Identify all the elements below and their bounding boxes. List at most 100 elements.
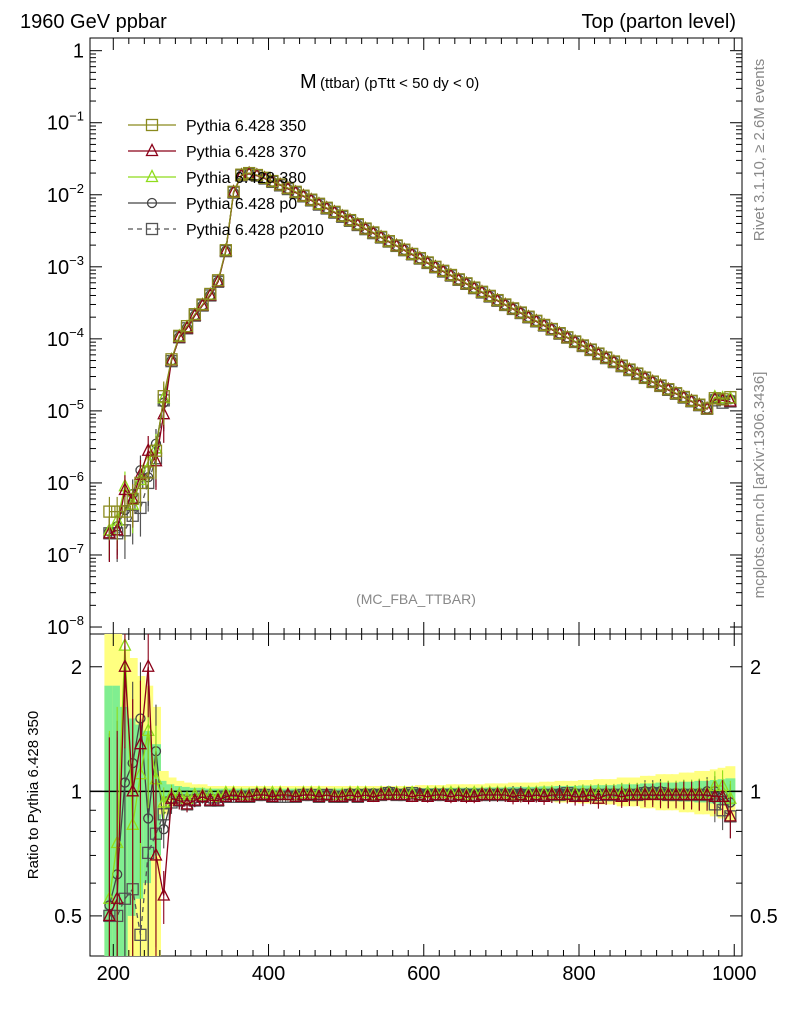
- ratio-data-point: [444, 788, 458, 802]
- ratio-data-point: [700, 787, 714, 801]
- ratio-data-point: [475, 787, 489, 801]
- ratio-series-line: [109, 792, 731, 935]
- main-data-point: [266, 174, 279, 188]
- ratio-data-point: [227, 787, 241, 801]
- ratio-y-tick-label: 1: [71, 781, 82, 803]
- main-series-layer: [102, 165, 737, 562]
- legend-entry: Pythia 6.428 370: [186, 144, 306, 161]
- main-data-point: [204, 287, 217, 301]
- ratio-frame: [89, 633, 743, 957]
- ratio-data-point: [203, 792, 217, 806]
- ratio-data-point: [250, 787, 264, 801]
- ratio-data-point: [320, 787, 334, 801]
- main-data-point: [126, 492, 139, 506]
- main-data-point: [437, 264, 450, 277]
- ratio-x-tick-label: 400: [252, 963, 285, 985]
- main-data-point: [584, 343, 597, 356]
- header-left: 1960 GeV ppbar: [20, 11, 167, 33]
- ratio-data-point: [622, 787, 637, 801]
- legend-marker: [146, 197, 158, 209]
- ratio-data-point: [289, 788, 303, 802]
- ratio-data-point: [382, 787, 396, 801]
- main-data-point: [724, 391, 737, 404]
- main-data-point: [235, 168, 248, 181]
- main-data-point: [312, 197, 326, 210]
- ratio-data-point: [390, 787, 404, 801]
- main-data-point: [180, 320, 194, 334]
- main-data-point: [460, 277, 473, 290]
- ratio-data-point: [506, 788, 520, 802]
- main-data-point: [592, 347, 605, 360]
- legend-marker: [145, 118, 159, 132]
- main-y-tick-label: 10−6: [47, 469, 84, 495]
- main-data-point: [328, 205, 341, 218]
- main-data-point: [483, 289, 496, 303]
- ratio-data-point: [421, 788, 435, 802]
- ratio-data-point: [143, 813, 154, 824]
- main-data-point: [390, 239, 403, 252]
- analysis-tag: (MC_FBA_TTBAR): [356, 591, 476, 607]
- legend-entry: Pythia 6.428 350: [186, 118, 306, 135]
- legend-entry: Pythia 6.428 p2010: [186, 222, 324, 239]
- main-data-point: [631, 367, 644, 380]
- ratio-y-tick-label: 2: [71, 657, 82, 679]
- main-data-point: [157, 390, 170, 403]
- main-data-point: [669, 387, 683, 400]
- main-data-point: [607, 355, 621, 368]
- ratio-data-point: [661, 787, 675, 801]
- ratio-data-point: [646, 787, 660, 801]
- main-data-point: [452, 273, 465, 286]
- ratio-data-point: [405, 788, 419, 802]
- ratio-data-point: [599, 787, 613, 801]
- main-data-point: [561, 331, 574, 344]
- main-data-point: [149, 444, 163, 457]
- ratio-data-point: [684, 787, 699, 801]
- ratio-data-point: [560, 787, 574, 801]
- ratio-data-point: [327, 788, 342, 802]
- main-data-point: [227, 185, 240, 198]
- main-panel: 10−8 10−7 10−6 10−5 10−4 10−3 10−2 10−1 1 M (ttb…: [47, 37, 743, 639]
- main-data-point: [530, 314, 543, 327]
- ratio-data-point: [607, 787, 621, 801]
- main-data-point: [475, 285, 489, 298]
- ratio-data-point: [118, 658, 132, 672]
- ratio-data-point: [195, 788, 210, 802]
- legend: Pythia 6.428 350 Pythia 6.428 370 Pythia 6…: [128, 118, 324, 239]
- main-data-point: [103, 505, 116, 518]
- ratio-data-point: [521, 788, 536, 802]
- main-data-point: [600, 351, 613, 364]
- ratio-data-point: [692, 787, 706, 801]
- main-data-point: [111, 505, 124, 518]
- ratio-data-point: [669, 787, 683, 801]
- legend-marker: [145, 222, 159, 236]
- ratio-data-point: [537, 788, 551, 802]
- ratio-data-point: [219, 788, 233, 802]
- main-data-point: [343, 213, 357, 227]
- ratio-data-point: [576, 788, 590, 802]
- ratio-data-point: [351, 788, 365, 802]
- ratio-data-point: [467, 788, 481, 802]
- main-data-point: [568, 335, 582, 348]
- ratio-series-line: [108, 645, 731, 899]
- ratio-data-point: [716, 788, 730, 802]
- ratio-data-point: [568, 788, 582, 802]
- main-data-point: [398, 243, 411, 256]
- header-right: Top (parton level): [581, 11, 736, 33]
- main-data-point: [615, 359, 628, 372]
- ratio-data-point: [366, 788, 380, 802]
- main-data-point: [421, 256, 434, 269]
- main-data-point: [242, 166, 256, 180]
- plot-title-sub: (ttbar) (pTtt < 50 dy < 0): [320, 75, 479, 92]
- ratio-data-point: [110, 890, 124, 904]
- legend-entry: Pythia 6.428 p0: [186, 196, 297, 213]
- ratio-data-point: [258, 787, 272, 801]
- main-y-tick-label: 10−8: [47, 613, 84, 639]
- main-data-point: [258, 171, 271, 184]
- main-data-point: [646, 375, 659, 388]
- ratio-series-line: [108, 718, 731, 906]
- main-data-point: [506, 302, 520, 315]
- ratio-panel: 0.5 0.5 1 1 2 2 200 400 600 800 1000 Ratio to Pyt…: [25, 633, 778, 985]
- ratio-data-point: [273, 787, 287, 801]
- main-data-point: [196, 298, 209, 311]
- plot-title-main: M: [300, 71, 317, 93]
